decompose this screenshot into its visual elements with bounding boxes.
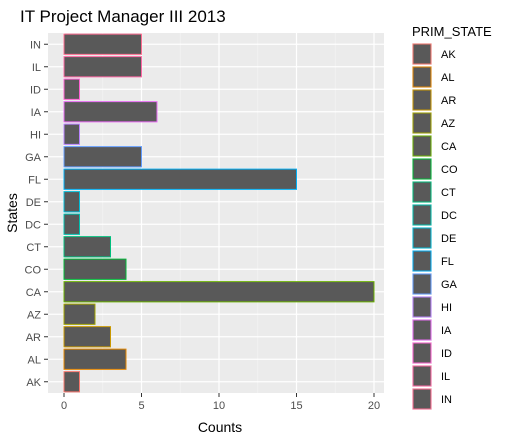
bar-id xyxy=(64,79,80,99)
y-tick-label-in: IN xyxy=(30,39,41,51)
x-tick-label-0: 0 xyxy=(61,400,67,412)
x-tick-label-20: 20 xyxy=(368,400,380,412)
bar-hi xyxy=(64,124,80,144)
legend-label-ar: AR xyxy=(441,95,456,107)
bar-ga xyxy=(64,147,142,167)
legend-label-ca: CA xyxy=(441,141,457,153)
x-axis-title: Counts xyxy=(198,419,242,435)
legend-label-co: CO xyxy=(441,164,458,176)
y-tick-label-ct: CT xyxy=(26,242,41,254)
y-axis-ticks: AK AL AR AZ CA CO CT DC DE FL GA HI IA ID IL IN xyxy=(25,39,49,389)
y-tick-label-ca: CA xyxy=(26,287,42,299)
bar-al xyxy=(64,349,126,369)
y-tick-label-hi: HI xyxy=(30,129,41,141)
bar-co xyxy=(64,259,126,279)
y-tick-label-il: IL xyxy=(32,62,41,74)
legend-key-ar xyxy=(413,90,431,110)
legend-key-al xyxy=(413,67,431,87)
y-tick-label-al: AL xyxy=(28,354,41,366)
legend-title: PRIM_STATE xyxy=(412,24,492,39)
bar-ak xyxy=(64,372,80,392)
legend-label-in: IN xyxy=(441,394,452,406)
legend-label-ak: AK xyxy=(441,49,456,61)
legend-key-ak xyxy=(413,44,431,64)
bar-in xyxy=(64,34,142,54)
bar-az xyxy=(64,304,95,324)
legend-label-dc: DC xyxy=(441,210,457,222)
y-tick-label-ar: AR xyxy=(26,332,41,344)
legend-key-fl xyxy=(413,251,431,271)
x-tick-label-10: 10 xyxy=(213,400,225,412)
bar-ia xyxy=(64,102,157,122)
y-tick-label-id: ID xyxy=(30,84,41,96)
legend-label-il: IL xyxy=(441,371,450,383)
y-tick-label-az: AZ xyxy=(27,309,41,321)
legend-label-az: AZ xyxy=(441,118,455,130)
y-tick-label-co: CO xyxy=(25,264,42,276)
legend-label-al: AL xyxy=(441,72,454,84)
legend-key-hi xyxy=(413,297,431,317)
y-tick-label-ak: AK xyxy=(26,377,41,389)
legend-key-ga xyxy=(413,274,431,294)
legend-key-az xyxy=(413,113,431,133)
chart-title: IT Project Manager III 2013 xyxy=(20,7,226,26)
legend-key-in xyxy=(413,389,431,409)
legend-key-il xyxy=(413,366,431,386)
bar-il xyxy=(64,57,142,77)
legend-label-ct: CT xyxy=(441,187,456,199)
y-tick-label-dc: DC xyxy=(25,219,41,231)
legend-key-ia xyxy=(413,320,431,340)
legend-label-ga: GA xyxy=(441,279,458,291)
legend-key-de xyxy=(413,228,431,248)
legend-key-ct xyxy=(413,182,431,202)
legend-label-ia: IA xyxy=(441,325,452,337)
x-axis-ticks: 0 5 10 15 20 xyxy=(61,393,380,412)
legend: PRIM_STATE AK AL AR AZ CA CO CT DC DE FL GA HI IA ID I… xyxy=(412,24,492,410)
bar-dc xyxy=(64,214,80,234)
legend-label-hi: HI xyxy=(441,302,452,314)
bar-de xyxy=(64,192,80,212)
legend-key-ca xyxy=(413,136,431,156)
x-tick-label-5: 5 xyxy=(138,400,144,412)
legend-label-fl: FL xyxy=(441,256,454,268)
y-tick-label-fl: FL xyxy=(28,174,41,186)
bar-ct xyxy=(64,237,111,257)
y-tick-label-ga: GA xyxy=(25,152,42,164)
legend-key-dc xyxy=(413,205,431,225)
y-tick-label-de: DE xyxy=(26,197,41,209)
bar-ca xyxy=(64,282,374,302)
legend-key-co xyxy=(413,159,431,179)
bar-ar xyxy=(64,327,111,347)
legend-label-de: DE xyxy=(441,233,456,245)
y-tick-label-ia: IA xyxy=(31,107,42,119)
bar-fl xyxy=(64,169,297,189)
legend-key-id xyxy=(413,343,431,363)
y-axis-title: States xyxy=(4,193,20,233)
x-tick-label-15: 15 xyxy=(290,400,302,412)
legend-label-id: ID xyxy=(441,348,452,360)
